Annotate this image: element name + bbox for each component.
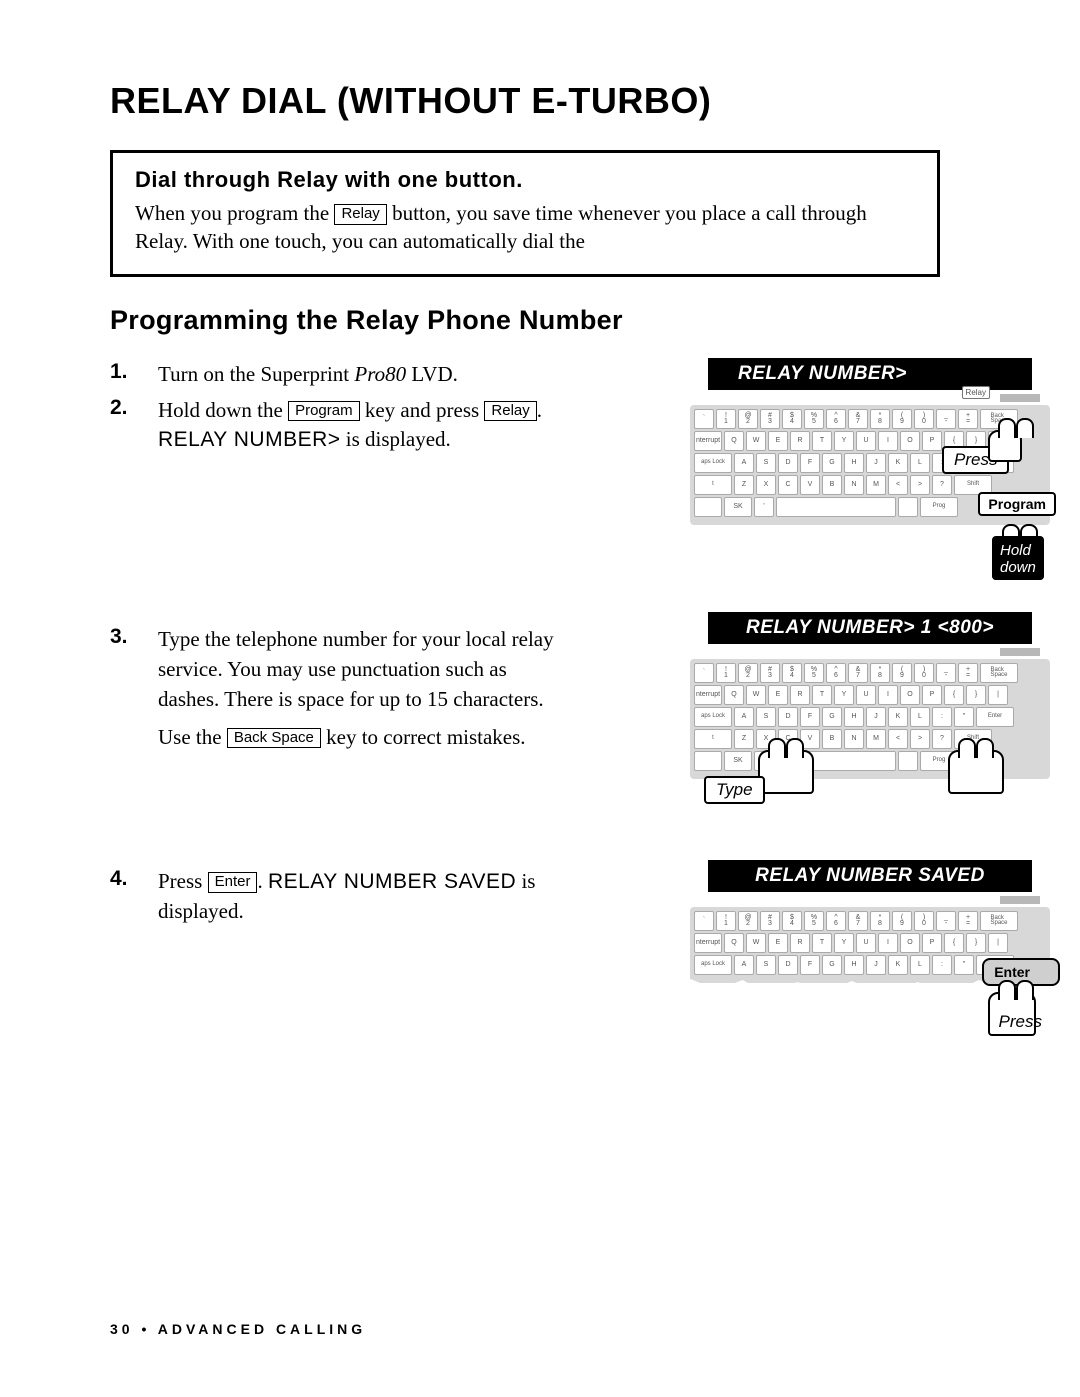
text: key to correct mistakes.: [321, 725, 526, 749]
callout-text-a: When you program the: [135, 201, 334, 225]
page-title: RELAY DIAL (WITHOUT E-TURBO): [110, 80, 990, 122]
lcd-display: RELAY NUMBER SAVED: [708, 860, 1032, 892]
hand-icon: [988, 430, 1022, 462]
callout-title: Dial through Relay with one button.: [135, 167, 915, 193]
footer-section: ADVANCED CALLING: [158, 1321, 366, 1337]
display-text: RELAY NUMBER>: [158, 428, 341, 451]
callout-box: Dial through Relay with one button. When…: [110, 150, 940, 277]
hold-down-label: Holddown: [992, 536, 1044, 580]
display-text: RELAY NUMBER SAVED: [268, 870, 516, 893]
text: Type the telephone number for your local…: [158, 625, 558, 714]
text: is displayed.: [341, 427, 451, 451]
callout-body: When you program the Relay button, you s…: [135, 199, 915, 256]
enter-keycap: Enter: [208, 872, 258, 893]
keyboard-figure-3: RELAY NUMBER SAVED `!1@2#3$4%5^6&7*8(9)0…: [690, 860, 1050, 983]
text: key and press: [360, 398, 485, 422]
model-name: Pro80: [354, 362, 406, 386]
section-title: Programming the Relay Phone Number: [110, 305, 990, 336]
relay-keycap: Relay: [334, 204, 386, 225]
text: Turn on the Superprint: [158, 362, 354, 386]
step-num: 4.: [110, 867, 158, 927]
text: Use the: [158, 725, 227, 749]
program-keycap: Program: [288, 401, 360, 422]
text: .: [537, 398, 542, 422]
text: .: [257, 869, 268, 893]
lcd-display: RELAY NUMBER> 1 <800>: [708, 612, 1032, 644]
page-number: 30: [110, 1321, 134, 1337]
relay-key-label: Relay: [962, 386, 990, 399]
page-footer: 30 • ADVANCED CALLING: [110, 1321, 366, 1337]
step-body: Type the telephone number for your local…: [158, 625, 558, 752]
step-num: 1.: [110, 360, 158, 390]
relay-keycap: Relay: [484, 401, 536, 422]
step-body: Hold down the Program key and press Rela…: [158, 396, 558, 456]
hand-icon: [758, 750, 814, 794]
press-label: Press: [989, 1010, 1052, 1034]
step-body: Press Enter. RELAY NUMBER SAVED is displ…: [158, 867, 558, 927]
text: LVD.: [406, 362, 458, 386]
keyboard-figure-2: RELAY NUMBER> 1 <800> `!1@2#3$4%5^6&7*8(…: [690, 612, 1050, 779]
separator: •: [134, 1321, 158, 1337]
keyboard-figure-1: RELAY NUMBER> `!1@2#3$4%5^6&7*8(9)0_-+=B…: [690, 358, 1050, 525]
program-label: Program: [978, 492, 1056, 516]
text: Press: [158, 869, 208, 893]
backspace-keycap: Back Space: [227, 728, 321, 749]
type-label: Type: [704, 776, 765, 804]
text: Hold down the: [158, 398, 288, 422]
hand-icon: [948, 750, 1004, 794]
step-num: 3.: [110, 625, 158, 752]
step-num: 2.: [110, 396, 158, 456]
step-body: Turn on the Superprint Pro80 LVD.: [158, 360, 458, 390]
